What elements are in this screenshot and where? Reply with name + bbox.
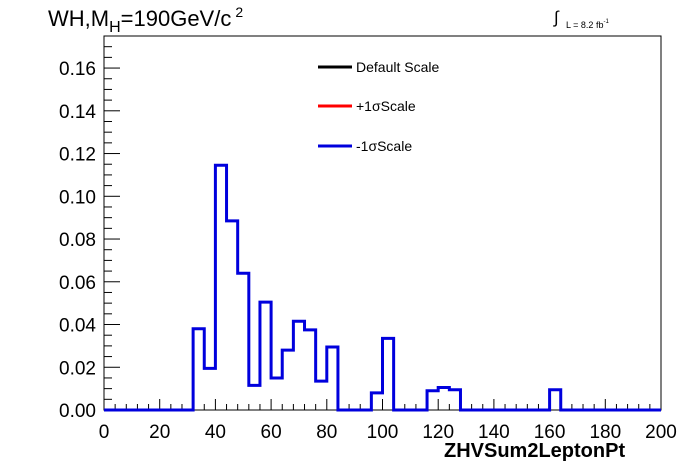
y-tick-label: 0.10 <box>59 187 96 208</box>
title-superscript: 2 <box>235 4 244 20</box>
y-tick-label: 0.08 <box>59 230 96 251</box>
x-tick-label: 80 <box>316 422 337 443</box>
x-tick-label: 200 <box>645 422 677 443</box>
y-tick-label: 0.06 <box>59 273 96 294</box>
y-tick-label: 0.16 <box>59 59 96 80</box>
legend-label-plus: +1σScale <box>356 98 416 114</box>
y-tick-label: 0.14 <box>59 102 96 123</box>
x-tick-label: 100 <box>367 422 399 443</box>
legend <box>318 65 352 148</box>
x-tick-label: 0 <box>99 422 110 443</box>
x-tick-label: 180 <box>589 422 621 443</box>
luminosity-label: ∫ L = 8.2 fb-1 <box>554 8 609 30</box>
x-tick-label: 40 <box>205 422 226 443</box>
y-tick-label: 0.02 <box>59 358 96 379</box>
title-rest: =190GeV/c <box>120 6 232 31</box>
series-step-line <box>104 163 661 412</box>
series-layer <box>104 163 661 412</box>
x-axis-label: ZHVSum2LeptonPt <box>444 440 626 462</box>
legend-label-default: Default Scale <box>356 59 440 75</box>
x-tick-label: 20 <box>149 422 170 443</box>
luminosity-unit-exponent: -1 <box>603 19 609 25</box>
x-tick-label: 140 <box>478 422 510 443</box>
integral-symbol: ∫ <box>554 8 559 27</box>
chart-title: WH,MH=190GeV/c 2 <box>48 4 244 36</box>
luminosity-text: L = 8.2 fb <box>566 20 604 30</box>
x-tick-label: 120 <box>422 422 454 443</box>
title-main: WH,M <box>48 6 110 31</box>
x-tick-label: 60 <box>261 422 282 443</box>
title-subscript: H <box>109 19 121 36</box>
legend-label-minus: -1σScale <box>356 138 413 154</box>
x-tick-label: 160 <box>534 422 566 443</box>
y-tick-label: 0.12 <box>59 145 96 166</box>
y-tick-label: 0.00 <box>59 401 96 422</box>
y-tick-label: 0.04 <box>59 316 96 337</box>
